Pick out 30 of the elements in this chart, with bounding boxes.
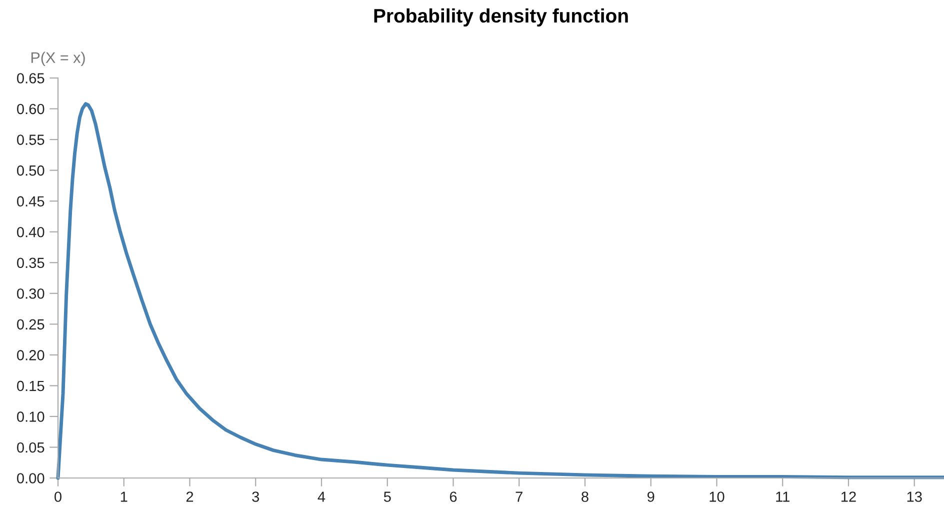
x-tick-label: 1 (120, 492, 128, 502)
y-tick-label: 0.65 (16, 73, 44, 84)
y-tick-label: 0.10 (16, 412, 44, 422)
chart-title: Probability density function (374, 8, 628, 26)
y-tick-label: 0.15 (16, 380, 44, 392)
x-tick-label: 2 (186, 492, 194, 502)
x-tick-label: 5 (384, 492, 391, 502)
y-tick-label: 0.45 (16, 196, 44, 207)
x-tick-label: 9 (647, 492, 654, 502)
y-tick-label: 0.60 (16, 104, 44, 114)
y-tick-label: 0.25 (16, 319, 44, 330)
x-tick-label: 13 (907, 492, 922, 502)
x-tick-label: 7 (516, 492, 522, 502)
y-tick-label: 0.30 (16, 288, 44, 299)
x-tick-label: 10 (710, 492, 724, 502)
x-tick-label: 12 (841, 492, 856, 502)
x-tick-label: 11 (776, 492, 790, 502)
y-tick-label: 0.00 (16, 473, 44, 484)
y-tick-label: 0.40 (16, 226, 44, 238)
x-tick-label: 3 (252, 492, 260, 502)
y-tick-label: 0.05 (16, 442, 44, 453)
x-tick-label: 6 (450, 492, 457, 502)
y-tick-label: 0.55 (16, 134, 44, 145)
y-axis-title: P(X = x) (31, 52, 85, 66)
y-tick-label: 0.50 (16, 165, 44, 176)
y-tick-label: 0.20 (16, 350, 44, 360)
x-tick-label: 8 (582, 492, 588, 502)
x-tick-label: 4 (318, 492, 326, 502)
y-tick-label: 0.35 (16, 258, 44, 268)
x-tick-label: 0 (54, 492, 62, 502)
